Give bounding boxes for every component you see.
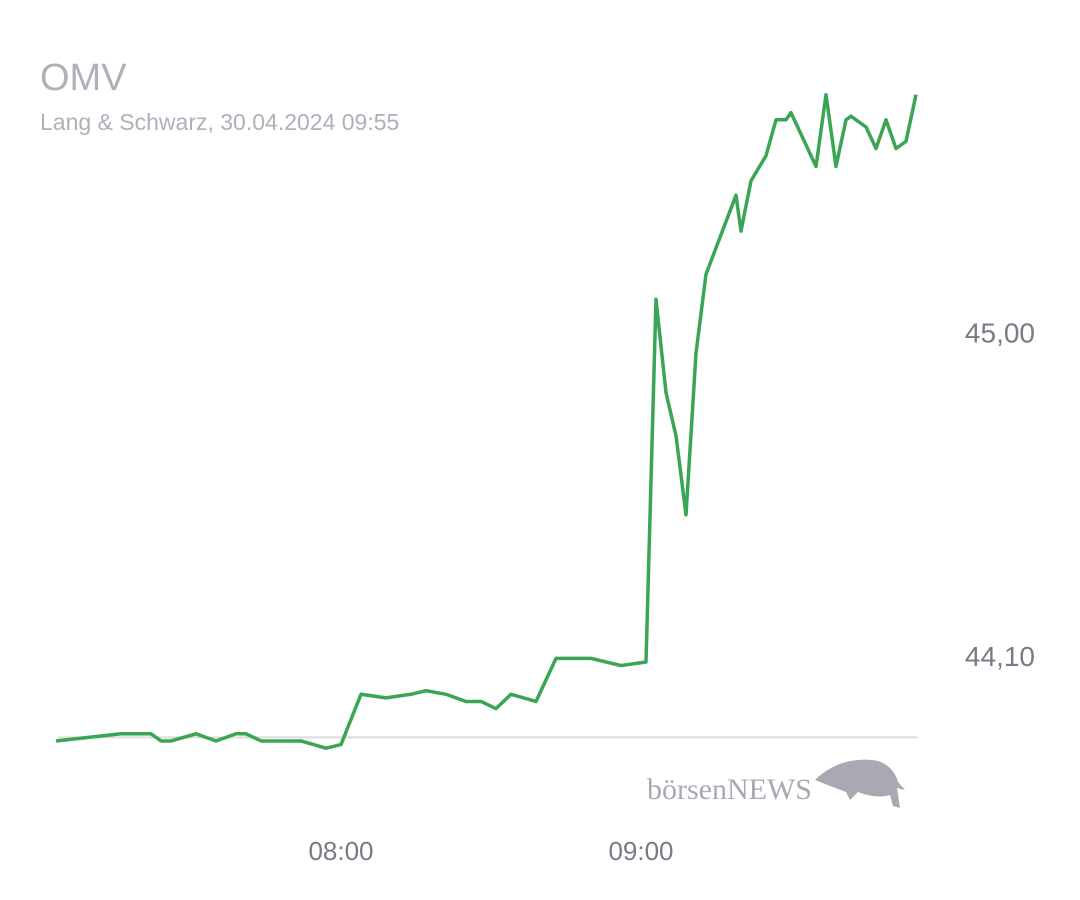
chart-title: OMV <box>40 57 127 99</box>
chart-subtitle: Lang & Schwarz, 30.04.2024 09:55 <box>40 109 399 135</box>
price-line <box>55 92 918 750</box>
y-tick-label: 45,00 <box>965 318 1035 349</box>
y-tick-label: 44,10 <box>965 641 1035 672</box>
x-tick-label: 09:00 <box>608 836 673 866</box>
watermark: börsenNEWS <box>647 773 812 806</box>
bull-logo <box>815 759 905 808</box>
x-tick-label: 08:00 <box>308 836 373 866</box>
